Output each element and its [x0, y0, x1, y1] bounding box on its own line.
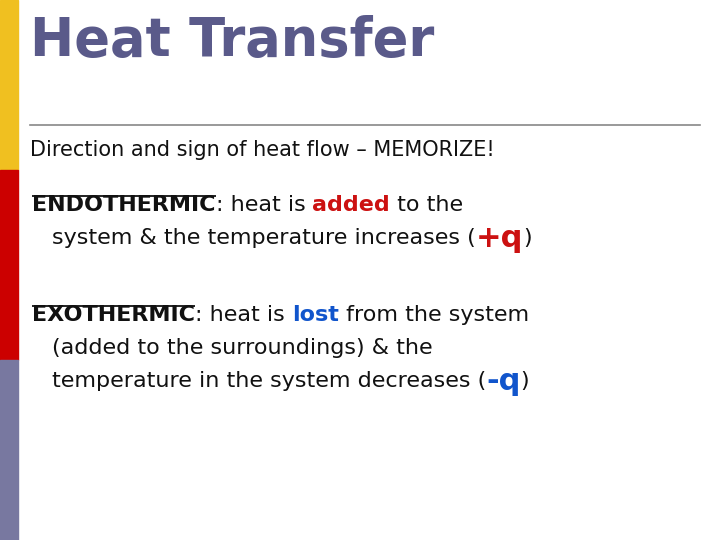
Text: temperature in the system decreases (: temperature in the system decreases (	[52, 371, 486, 391]
Text: ): )	[521, 371, 529, 391]
Text: lost: lost	[292, 305, 338, 325]
Text: +q: +q	[476, 224, 523, 253]
Text: to the: to the	[390, 195, 463, 215]
Text: EXOTHERMIC: EXOTHERMIC	[32, 305, 195, 325]
Text: from the system: from the system	[338, 305, 529, 325]
Text: ): )	[523, 228, 532, 248]
Text: system & the temperature increases (: system & the temperature increases (	[52, 228, 476, 248]
Text: (added to the surroundings) & the: (added to the surroundings) & the	[52, 338, 433, 358]
Bar	[0, 360, 18, 540]
Text: ENDOTHERMIC: ENDOTHERMIC	[32, 195, 215, 215]
Bar	[0, 0, 18, 170]
Text: -q: -q	[486, 367, 521, 396]
Text: Heat Transfer: Heat Transfer	[30, 15, 434, 67]
Bar	[0, 170, 18, 360]
Text: : heat is: : heat is	[195, 305, 292, 325]
Text: : heat is: : heat is	[215, 195, 312, 215]
Text: Direction and sign of heat flow – MEMORIZE!: Direction and sign of heat flow – MEMORI…	[30, 140, 495, 160]
Text: added: added	[312, 195, 390, 215]
